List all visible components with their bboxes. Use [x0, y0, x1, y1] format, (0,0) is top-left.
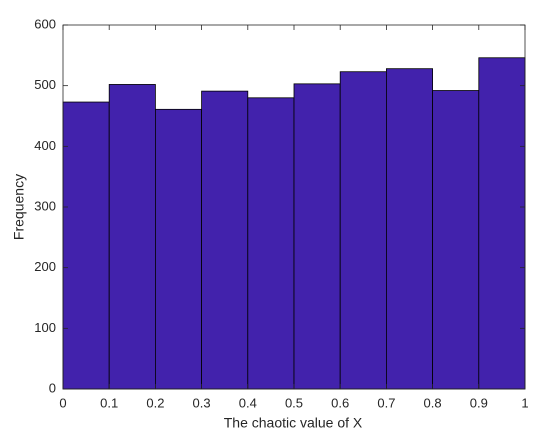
x-tick-label: 0.2	[146, 395, 164, 410]
bar	[154, 108, 202, 390]
x-tick-label: 0.1	[100, 395, 118, 410]
bar	[247, 97, 295, 390]
x-tick-label: 0.6	[331, 395, 349, 410]
bar	[201, 90, 249, 390]
x-tick-label: 1	[521, 395, 528, 410]
x-tick-label: 0.4	[239, 395, 257, 410]
bar	[62, 101, 110, 390]
bar	[339, 71, 387, 390]
bar	[293, 83, 341, 390]
y-tick-label: 600	[34, 16, 56, 31]
y-tick-label: 200	[34, 259, 56, 274]
x-tick-label: 0.5	[285, 395, 303, 410]
y-tick-label: 500	[34, 77, 56, 92]
y-tick-label: 300	[34, 198, 56, 213]
bar	[478, 57, 526, 390]
x-tick-label: 0	[59, 395, 66, 410]
x-tick-label: 0.8	[424, 395, 442, 410]
y-tick-label: 400	[34, 138, 56, 153]
x-tick-label: 0.7	[377, 395, 395, 410]
x-tick-label: 0.3	[193, 395, 211, 410]
bar	[108, 84, 156, 390]
x-tick-label: 0.9	[470, 395, 488, 410]
bar	[432, 90, 480, 390]
x-axis-label: The chaotic value of X	[224, 415, 363, 431]
y-axis-label: Frequency	[11, 174, 27, 240]
y-tick-label: 0	[49, 380, 56, 395]
y-tick-label: 100	[34, 320, 56, 335]
bar	[385, 68, 433, 390]
